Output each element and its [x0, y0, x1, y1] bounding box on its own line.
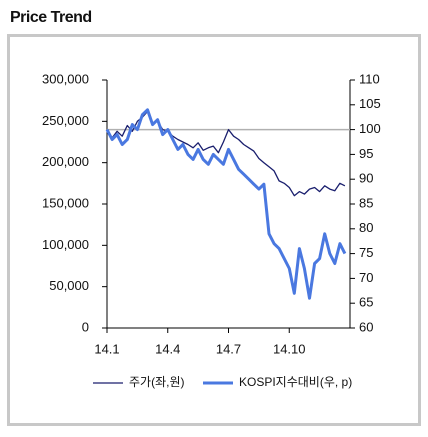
- y-tick-label: 0: [82, 319, 89, 334]
- y2-tick-label: 85: [359, 195, 373, 210]
- y-tick-label: 250,000: [42, 113, 89, 128]
- y-tick-label: 200,000: [42, 154, 89, 169]
- y-tick-label: 150,000: [42, 195, 89, 210]
- x-tick-label: 14.10: [273, 341, 306, 356]
- y2-tick-label: 80: [359, 220, 373, 235]
- y2-tick-label: 60: [359, 319, 373, 334]
- y2-tick-label: 90: [359, 171, 373, 186]
- frame: [7, 34, 421, 426]
- y2-tick-label: 75: [359, 245, 373, 260]
- y2-tick-label: 95: [359, 146, 373, 161]
- y-tick-label: 100,000: [42, 237, 89, 252]
- y2-tick-label: 105: [359, 96, 381, 111]
- x-tick-label: 14.1: [94, 341, 119, 356]
- y-tick-label: 50,000: [49, 278, 89, 293]
- series-line: [105, 108, 347, 300]
- chart-title: Price Trend: [10, 9, 92, 26]
- y2-tick-label: 110: [359, 71, 380, 86]
- legend-label: KOSPI지수대비(우, p): [239, 375, 352, 389]
- y2-tick-label: 65: [359, 295, 373, 310]
- y2-tick-label: 100: [359, 121, 381, 136]
- x-tick-label: 14.7: [216, 341, 241, 356]
- x-tick-label: 14.4: [155, 341, 180, 356]
- y-tick-label: 300,000: [42, 71, 89, 86]
- y2-tick-label: 70: [359, 270, 373, 285]
- legend-label: 주가(좌,원): [129, 375, 185, 389]
